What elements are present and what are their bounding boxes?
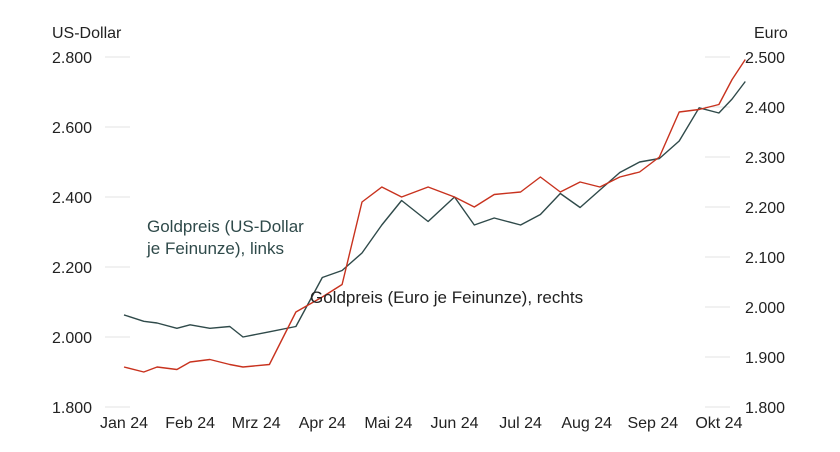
right-tick-label: 1.800: [745, 400, 785, 417]
x-tick-label: Aug 24: [561, 415, 612, 432]
x-tick-label: Okt 24: [695, 415, 742, 432]
left-axis: 1.800 2.000 2.200 2.400 2.600 2.800: [52, 50, 92, 417]
x-tick-label: Feb 24: [165, 415, 215, 432]
series-label-usd: Goldpreis (US-Dollar je Feinunze), links: [146, 217, 309, 258]
x-axis: Jan 24 Feb 24 Mrz 24 Apr 24 Mai 24 Jun 24 Jul …: [100, 415, 743, 432]
right-tick-label: 2.500: [745, 50, 785, 67]
left-tick-label: 1.800: [52, 400, 92, 417]
left-tick-label: 2.600: [52, 120, 92, 137]
left-tick-label: 2.200: [52, 260, 92, 277]
series-label-usd-line1: Goldpreis (US-Dollar: [147, 217, 304, 236]
gridlines: [105, 56, 730, 408]
x-tick-label: Apr 24: [299, 415, 346, 432]
x-tick-label: Jun 24: [430, 415, 478, 432]
eur-series-line: [123, 59, 746, 373]
series-label-usd-line2: je Feinunze), links: [146, 239, 284, 258]
right-tick-label: 2.300: [745, 150, 785, 167]
left-tick-label: 2.000: [52, 330, 92, 347]
x-tick-label: Mrz 24: [232, 415, 281, 432]
x-tick-label: Mai 24: [364, 415, 412, 432]
right-axis-title: Euro: [754, 25, 788, 42]
left-tick-label: 2.400: [52, 190, 92, 207]
right-tick-label: 2.400: [745, 100, 785, 117]
series-lines: [123, 59, 746, 373]
series-label-eur: Goldpreis (Euro je Feinunze), rechts: [310, 288, 583, 307]
left-axis-title: US-Dollar: [52, 25, 122, 42]
left-tick-label: 2.800: [52, 50, 92, 67]
right-tick-label: 2.100: [745, 250, 785, 267]
right-axis: 1.800 1.900 2.000 2.100 2.200 2.300 2.400 2.500: [745, 50, 785, 417]
x-tick-label: Jul 24: [499, 415, 542, 432]
right-tick-label: 2.000: [745, 300, 785, 317]
right-tick-label: 1.900: [745, 350, 785, 367]
x-tick-label: Jan 24: [100, 415, 148, 432]
right-tick-label: 2.200: [745, 200, 785, 217]
x-tick-label: Sep 24: [627, 415, 678, 432]
